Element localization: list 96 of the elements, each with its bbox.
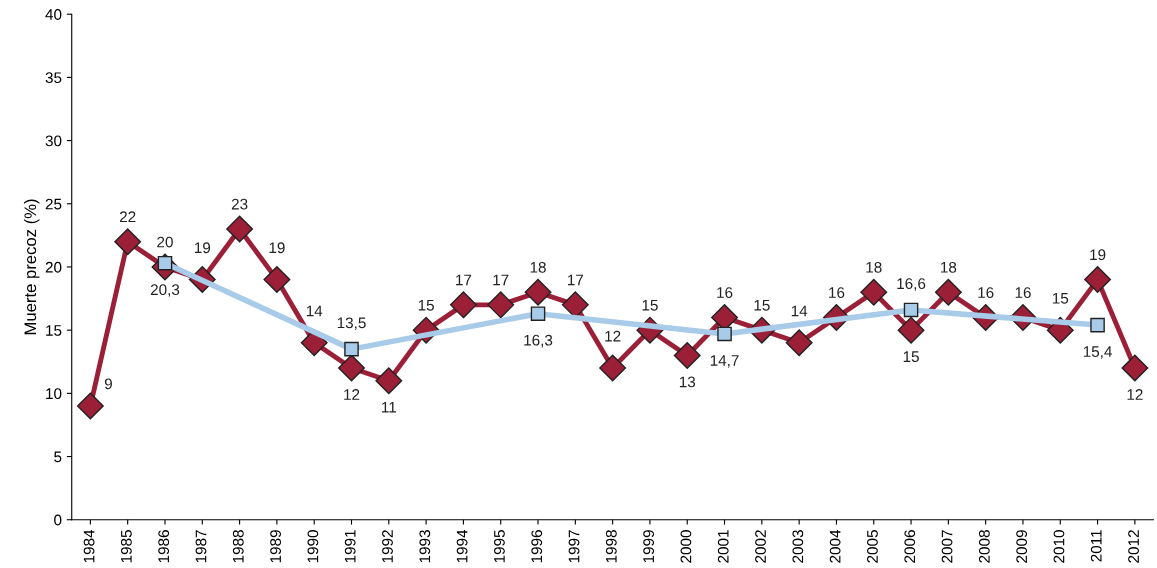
x-tick-label: 2006 [904,530,916,563]
data-label: 16 [1015,287,1031,298]
data-label: 14,7 [710,355,739,368]
x-tick-label: 1998 [605,530,617,563]
point [263,266,291,294]
x-tick-label: 1986 [158,530,170,563]
point [673,341,701,369]
point [1090,317,1105,333]
x-tick-label: 2010 [1053,530,1065,563]
data-label: 11 [382,401,396,413]
x-tick-label: 2003 [792,530,804,563]
data-label: 18 [941,261,957,273]
data-label: 18 [530,261,546,273]
point [897,316,925,344]
data-label: 9 [104,378,112,390]
x-tick-label: 2005 [867,530,878,563]
data-label: 16,6 [897,278,926,291]
x-tick-label: 1984 [83,529,95,563]
x-tick-label: 2002 [755,530,766,563]
data-label: 19 [194,242,211,254]
point [1121,354,1149,382]
data-label: 22 [119,211,136,223]
y-tick-label: 40 [45,9,62,20]
point [487,291,515,319]
point [785,329,813,357]
data-label: 13 [679,376,696,388]
data-label: 20,3 [150,284,180,297]
x-tick-label: 1996 [531,530,543,563]
point [530,306,546,322]
data-label: 15 [418,299,434,311]
data-label: 15 [754,299,770,311]
data-label: 15 [903,351,919,363]
x-tick-label: 2011 [1090,530,1102,562]
data-label: 16 [978,287,994,298]
x-tick-label: 1985 [120,530,132,563]
x-tick-label: 1999 [643,530,655,563]
point [717,326,732,342]
data-label: 17 [493,274,509,286]
x-tick-label: 1995 [494,530,505,563]
point [338,354,365,382]
data-label: 20 [157,236,173,248]
x-tick-label: 2007 [941,530,953,563]
data-label: 19 [1090,249,1106,261]
y-tick-label: 5 [54,451,62,463]
point [114,228,142,256]
point [449,291,477,319]
data-label: 15,4 [1083,346,1112,359]
data-label: 17 [568,274,584,286]
y-tick-label: 25 [45,198,62,210]
x-tick-label: 2009 [1016,530,1028,563]
data-label: 23 [231,198,248,210]
data-label: 14 [306,305,323,317]
x-tick-label: 2004 [829,529,841,563]
y-tick-label: 30 [45,135,62,147]
x-tick-label: 1993 [419,530,431,563]
data-label: 18 [866,261,882,273]
x-tick-label: 1997 [568,530,580,563]
y-tick-label: 20 [45,261,62,273]
x-tick-label: 1992 [382,530,393,563]
y-tick-label: 0 [54,514,62,526]
y-tick-label: 10 [46,388,62,400]
point [934,278,962,306]
x-tick-label: 2000 [680,530,692,563]
data-label: 16 [717,287,733,298]
x-tick-label: 1990 [307,530,319,563]
data-label: 16 [829,287,845,298]
y-tick-label: 15 [46,325,62,336]
data-label: 19 [269,242,285,254]
x-tick-label: 1991 [344,530,356,563]
data-label: 12 [605,330,621,342]
x-tick-label: 2008 [978,530,990,563]
point [344,341,359,357]
data-label: 12 [1127,389,1143,400]
x-tick-label: 2001 [717,530,729,563]
x-tick-label: 1987 [195,530,207,563]
point [903,302,919,318]
y-axis-title: Muerte precoz (%) [23,199,40,335]
x-tick-label: 1988 [232,530,244,563]
y-tick-label: 35 [45,72,62,84]
point [375,367,403,395]
data-label: 17 [456,274,472,286]
point [226,215,254,243]
data-label: 15 [642,299,658,311]
data-label: 16,3 [524,334,553,348]
data-label: 15 [1052,293,1069,304]
point [1084,266,1112,294]
point [599,354,627,382]
x-tick-label: 1994 [456,529,468,563]
point [860,278,888,306]
x-tick-label: 2012 [1128,530,1139,563]
point [76,392,104,420]
data-label: 12 [344,389,360,400]
data-label: 13,5 [337,317,366,331]
x-tick-label: 1989 [270,530,281,563]
data-label: 14 [791,305,808,317]
point [524,278,552,306]
